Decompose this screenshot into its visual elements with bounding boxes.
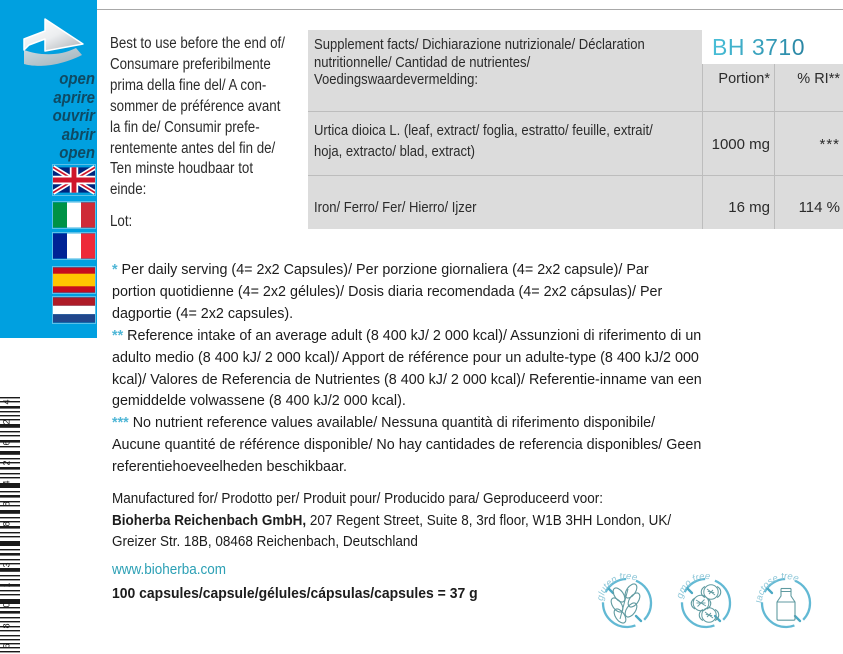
svg-text:lactose free: lactose free: [756, 573, 800, 603]
svg-text:gluten free: gluten free: [597, 573, 639, 602]
